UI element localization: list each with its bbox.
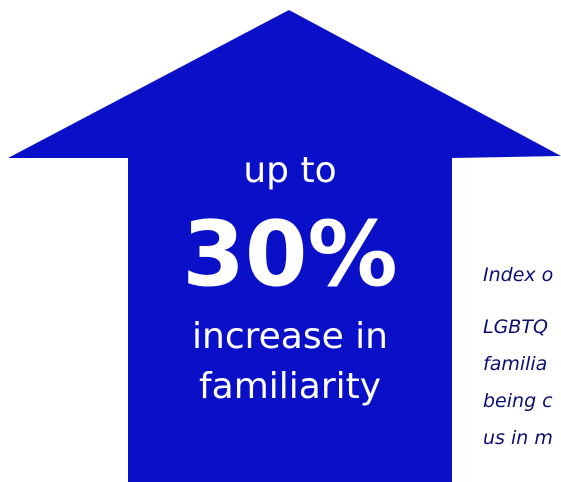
arrow — [8, 10, 561, 482]
note-line: LGBTQ — [483, 316, 548, 338]
note-line: familia — [483, 353, 547, 375]
note-line: us in m — [483, 427, 553, 449]
suffix-line: familiarity — [199, 366, 381, 407]
note: Index o LGBTQ familia being c us in m — [483, 264, 553, 449]
figure: 30% — [182, 202, 397, 307]
prefix: up to — [243, 150, 336, 191]
note-line: being c — [483, 390, 553, 412]
suffix-line: increase in — [192, 316, 388, 357]
note-line: Index o — [483, 264, 553, 286]
